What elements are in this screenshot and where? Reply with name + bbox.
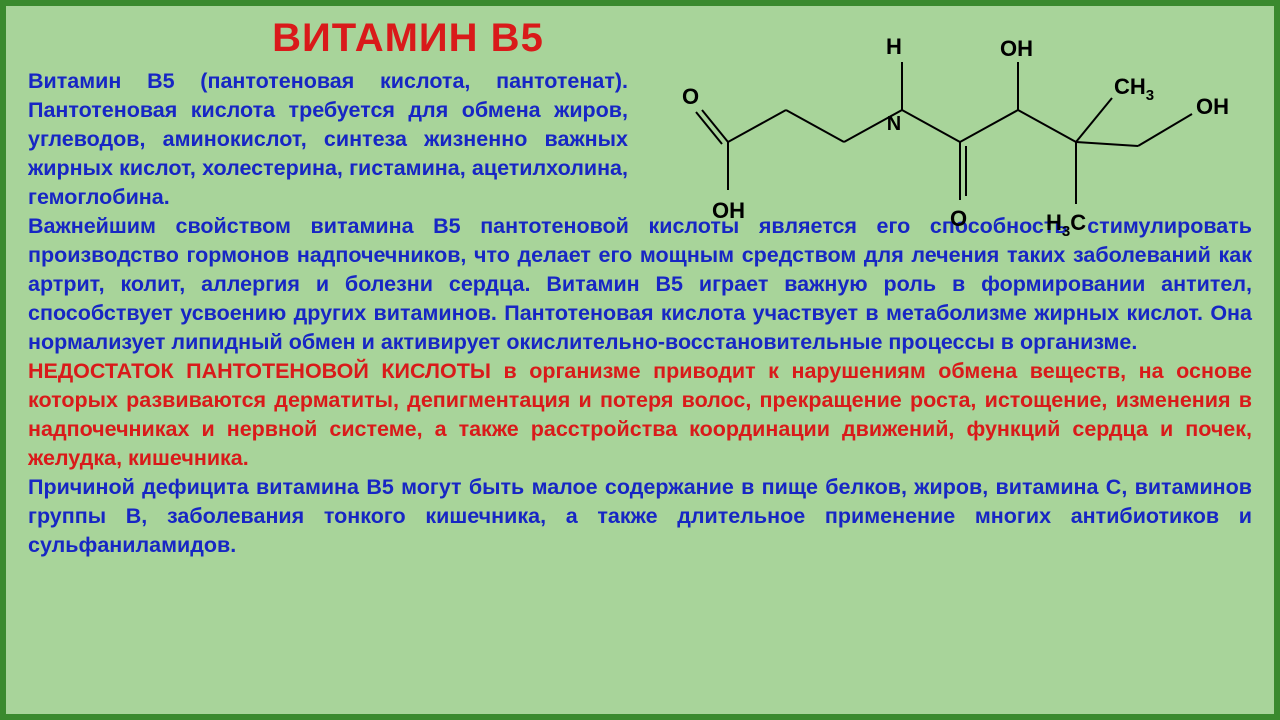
deficiency-heading: НЕДОСТАТОК ПАНТОТЕНОВОЙ КИСЛОТЫ <box>28 359 491 383</box>
intro-paragraph: Витамин B5 (пантотеновая кислота, пантот… <box>28 67 628 212</box>
chem-label-h: H <box>886 34 902 59</box>
chem-label-oh2: OH <box>1000 36 1033 61</box>
chemical-structure-diagram: O OH H N O OH CH3 H3C OH <box>668 22 1248 252</box>
chem-label-o1: O <box>682 84 699 109</box>
chem-label-ch3b: H3C <box>1046 210 1086 240</box>
chem-label-oh1: OH <box>712 198 745 223</box>
causes-paragraph: Причиной дефицита витамина В5 могут быть… <box>28 473 1252 560</box>
chem-label-ch3a: CH3 <box>1114 74 1154 104</box>
deficiency-paragraph: НЕДОСТАТОК ПАНТОТЕНОВОЙ КИСЛОТЫ в органи… <box>28 357 1252 473</box>
chem-label-n: N <box>887 113 901 135</box>
chem-label-oh3: OH <box>1196 94 1229 119</box>
page-title: ВИТАМИН В5 <box>108 16 708 61</box>
chem-label-o2: O <box>950 206 967 231</box>
